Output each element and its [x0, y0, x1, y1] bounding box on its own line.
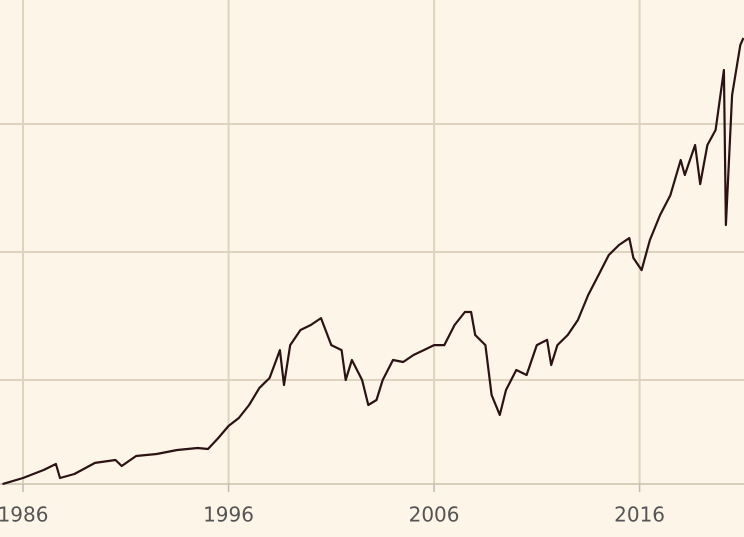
line	[2, 37, 744, 486]
x-tick-label: 1986	[0, 503, 48, 527]
x-tick-label: 2016	[614, 503, 665, 527]
x-tick-label: 2006	[409, 503, 460, 527]
x-tick-label: 1996	[203, 503, 254, 527]
